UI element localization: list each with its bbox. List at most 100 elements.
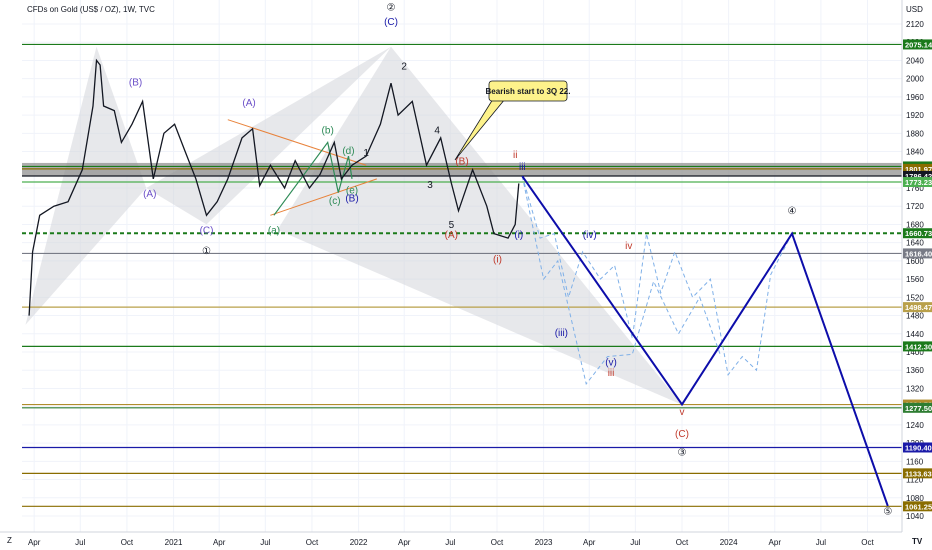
level-label-bg — [903, 501, 932, 512]
level-label: 1660.73 — [905, 229, 932, 238]
y-tick-label: 1120 — [906, 476, 924, 485]
x-tick-label: Jul — [75, 538, 85, 547]
shade-pattern-3 — [277, 46, 682, 405]
wave-label: 2 — [401, 62, 407, 73]
wave-label: (i) — [493, 255, 502, 266]
chart-title: CFDs on Gold (US$ / OZ), 1W, TVC — [27, 5, 155, 14]
y-tick-label: 2040 — [906, 56, 924, 65]
level-label: 1133.63 — [905, 469, 932, 478]
trendlines — [227, 119, 378, 216]
wave-label: (C) — [200, 226, 214, 237]
y-tick-label: 1880 — [906, 129, 924, 138]
x-tick-label: Apr — [398, 538, 411, 547]
tradingview-logo[interactable]: TV — [912, 537, 923, 546]
wave-label: v — [680, 407, 685, 418]
level-label-bg — [903, 176, 932, 187]
level-label: 1277.50 — [905, 404, 932, 413]
y-tick-label: 1360 — [906, 366, 924, 375]
wave-labels: ②(C)2(B)(A)(C)①(A)(b)(d) 14(e)(B)(c)(a)3(… — [129, 2, 892, 517]
alt-count-b-path — [521, 176, 722, 386]
wave-label: (A) — [445, 230, 458, 241]
y-tick-label: 2120 — [906, 20, 924, 29]
x-tick-label: Apr — [583, 538, 596, 547]
level-lines — [22, 43, 902, 507]
y-tick-label: 1440 — [906, 330, 924, 339]
level-label: 1801.97 — [905, 165, 932, 174]
wave-label: 5 — [449, 220, 455, 231]
level-label-bg — [903, 248, 932, 259]
level-label-bg — [903, 163, 932, 174]
axis-corner-label[interactable]: Z — [7, 536, 12, 545]
level-label: 1773.23 — [905, 178, 932, 187]
wave-label: (C) — [675, 429, 689, 440]
wave-label: ④ — [788, 206, 797, 217]
wave-label: (e) — [346, 185, 358, 196]
level-label-bg — [903, 341, 932, 352]
wave-label: (B) — [455, 156, 468, 167]
level-label-bg — [903, 442, 932, 453]
x-tick-label: Apr — [769, 538, 782, 547]
green-wave-path — [273, 140, 353, 216]
level-labels: 2075.141807.291801.971786.421773.231660.… — [903, 39, 932, 512]
y-tick-label: 1040 — [906, 512, 924, 521]
price-line — [28, 58, 520, 316]
primary-count-path — [521, 175, 889, 507]
x-tick-label: 2021 — [165, 538, 183, 547]
y-tick-label: 1760 — [906, 184, 924, 193]
y-tick-label: 1720 — [906, 202, 924, 211]
level-label: 1412.30 — [905, 342, 932, 351]
y-tick-label: 1560 — [906, 275, 924, 284]
level-label: 2075.14 — [905, 40, 932, 49]
wave-label: ③ — [678, 447, 687, 458]
y-tick-label: 1400 — [906, 348, 924, 357]
triangle-upper-line — [227, 119, 367, 166]
price-path — [28, 58, 520, 316]
wave-label: (d) — [342, 146, 354, 157]
x-tick-label: Oct — [121, 538, 134, 547]
level-label-bg — [903, 302, 932, 313]
x-tick-label: Apr — [28, 538, 41, 547]
y-tick-label: 1480 — [906, 312, 924, 321]
callout-text: Bearish start to 3Q 22. — [486, 87, 571, 96]
level-label: 1616.40 — [905, 249, 932, 258]
wave-label: (b) — [322, 125, 334, 136]
wave-label: (i) — [514, 230, 523, 241]
wave-label: (A) — [143, 189, 156, 200]
x-tick-label: Jul — [260, 538, 270, 547]
y-tick-label: 1840 — [906, 148, 924, 157]
y-tick-label: 1160 — [906, 457, 924, 466]
level-label-bg — [903, 170, 932, 181]
wave-label: (iv) — [583, 230, 597, 241]
x-tick-label: Oct — [491, 538, 504, 547]
wave-label: iii — [608, 368, 615, 379]
wave-label: 4 — [434, 125, 440, 136]
level-label-bg — [903, 228, 932, 239]
callout-box — [488, 80, 568, 102]
wave-label: (B) — [345, 194, 358, 205]
y-tick-label: 1520 — [906, 293, 924, 302]
y-tick-label: 1600 — [906, 257, 924, 266]
x-tick-label: 2024 — [720, 538, 738, 547]
wave-label: (A) — [242, 98, 255, 109]
wave-label: ⑤ — [883, 507, 892, 518]
x-axis[interactable]: Apr Jul Oct 2021 Apr Jul Oct 2022 Apr Jul Oct 2023 A… — [0, 531, 902, 547]
y-tick-label: 1080 — [906, 494, 924, 503]
wave-label: iv — [625, 241, 632, 252]
x-tick-label: Oct — [306, 538, 319, 547]
level-label-bg — [903, 468, 932, 479]
y-tick-label: 1240 — [906, 421, 924, 430]
shade-pattern-2 — [146, 46, 391, 225]
alt-count-a-path — [521, 176, 793, 376]
wave-label: (a) — [268, 226, 280, 237]
y-tick-label: 1640 — [906, 239, 924, 248]
x-tick-label: 2023 — [535, 538, 553, 547]
x-tick-label: Jul — [630, 538, 640, 547]
wave-label: (iii) — [555, 328, 568, 339]
x-tick-label: Oct — [861, 538, 874, 547]
triangle-lower-line — [270, 178, 378, 216]
x-tick-label: Oct — [676, 538, 689, 547]
level-label-bg — [903, 39, 932, 50]
wave-label: (B) — [129, 78, 142, 89]
callout[interactable]: Bearish start to 3Q 22. — [454, 80, 571, 161]
